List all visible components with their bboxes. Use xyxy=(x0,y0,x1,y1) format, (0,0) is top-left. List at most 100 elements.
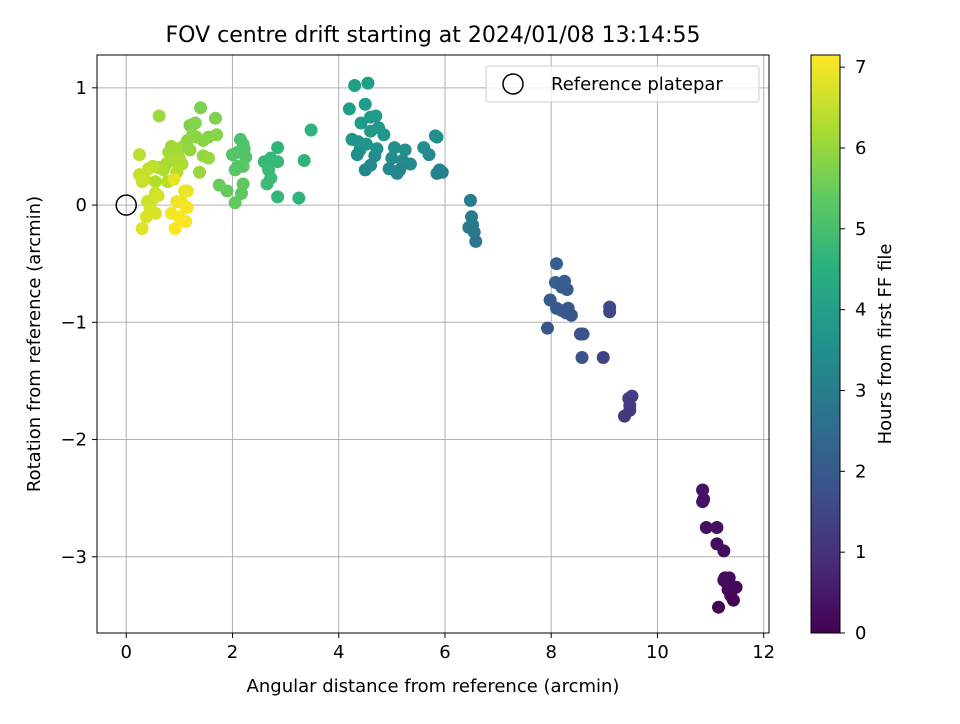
data-point xyxy=(292,191,306,205)
data-point xyxy=(560,282,574,296)
data-point xyxy=(135,222,149,236)
data-point xyxy=(342,102,356,116)
y-tick-label: −3 xyxy=(60,547,87,568)
x-tick-label: 10 xyxy=(646,642,669,663)
data-point xyxy=(193,165,207,179)
data-point xyxy=(354,116,368,130)
data-point xyxy=(463,193,477,207)
data-point xyxy=(210,128,224,142)
colorbar-gradient xyxy=(810,54,841,634)
data-points xyxy=(132,76,743,614)
data-point xyxy=(618,409,632,423)
data-point xyxy=(148,206,162,220)
data-point xyxy=(135,175,149,189)
data-point xyxy=(361,76,375,90)
colorbar-tick-label: 6 xyxy=(855,138,866,159)
x-tick-label: 8 xyxy=(545,642,556,663)
x-tick-label: 12 xyxy=(752,642,775,663)
data-point xyxy=(550,257,564,271)
data-point xyxy=(231,159,245,173)
data-point xyxy=(390,166,404,180)
data-point xyxy=(132,148,146,162)
data-point xyxy=(575,350,589,364)
colorbar-tick-label: 3 xyxy=(855,380,866,401)
data-point xyxy=(225,148,239,162)
data-point xyxy=(398,143,412,157)
data-point xyxy=(350,148,364,162)
data-point xyxy=(271,141,285,155)
chart-title: FOV centre drift starting at 2024/01/08 … xyxy=(166,23,701,48)
data-point xyxy=(146,159,160,173)
data-point xyxy=(202,151,216,165)
colorbar-tick-label: 1 xyxy=(855,542,866,563)
data-point xyxy=(208,111,222,125)
y-tick-label: −1 xyxy=(60,312,87,333)
data-point xyxy=(469,234,483,248)
data-point xyxy=(377,128,391,142)
data-point xyxy=(435,165,449,179)
legend-box xyxy=(485,65,760,103)
data-point xyxy=(710,520,724,534)
data-point xyxy=(168,222,182,236)
data-point xyxy=(264,171,278,185)
data-point xyxy=(304,123,318,137)
data-point xyxy=(167,172,181,186)
legend: Reference platepar xyxy=(485,65,760,103)
x-tick-label: 2 xyxy=(227,642,238,663)
data-point xyxy=(428,129,442,143)
data-point xyxy=(696,495,710,509)
plot-frame xyxy=(96,54,770,634)
data-point xyxy=(179,214,193,228)
data-point xyxy=(726,593,740,607)
data-point xyxy=(696,483,710,497)
colorbar-tick-label: 7 xyxy=(855,57,866,78)
data-point xyxy=(385,151,399,165)
data-point xyxy=(194,101,208,115)
legend-label-reference: Reference platepar xyxy=(551,74,723,95)
y-tick-label: 0 xyxy=(76,195,87,216)
colorbar-ticks: 0 1 2 3 4 5 6 7 xyxy=(840,57,866,644)
y-tick-label: −2 xyxy=(60,430,87,451)
axis-ticks: 0 2 4 6 8 10 12 −3 −2 −1 0 1 xyxy=(60,78,775,663)
colorbar-tick-label: 0 xyxy=(855,623,866,644)
data-point xyxy=(148,175,162,189)
data-point xyxy=(271,155,285,169)
colorbar-tick-label: 5 xyxy=(855,219,866,240)
data-point xyxy=(712,600,726,614)
reference-platepar-marker xyxy=(115,194,137,216)
data-point xyxy=(212,178,226,192)
colorbar-title: Hours from first FF file xyxy=(875,244,896,445)
data-point xyxy=(564,308,578,322)
data-point xyxy=(403,157,417,171)
data-point xyxy=(228,196,242,210)
y-tick-label: 1 xyxy=(76,78,87,99)
data-point xyxy=(152,109,166,123)
data-point xyxy=(151,189,165,203)
data-point xyxy=(717,573,731,587)
data-point xyxy=(234,186,248,200)
data-point xyxy=(576,327,590,341)
colorbar: 0 1 2 3 4 5 6 7 Hours from first FF file xyxy=(810,54,896,644)
data-point xyxy=(540,321,554,335)
data-point xyxy=(422,148,436,162)
data-point xyxy=(603,305,617,319)
data-point xyxy=(271,190,285,204)
data-point xyxy=(180,184,194,198)
data-point xyxy=(596,350,610,364)
y-axis-title: Rotation from reference (arcmin) xyxy=(24,196,45,492)
data-point xyxy=(358,97,372,111)
colorbar-tick-label: 4 xyxy=(855,300,866,321)
data-point xyxy=(387,141,401,155)
colorbar-tick-label: 2 xyxy=(855,461,866,482)
data-point xyxy=(297,154,311,168)
data-point xyxy=(369,109,383,123)
x-tick-label: 0 xyxy=(120,642,131,663)
x-tick-label: 6 xyxy=(439,642,450,663)
x-tick-label: 4 xyxy=(333,642,344,663)
data-point xyxy=(183,143,197,157)
data-point xyxy=(699,520,713,534)
data-point xyxy=(348,78,362,92)
data-point xyxy=(358,163,372,177)
